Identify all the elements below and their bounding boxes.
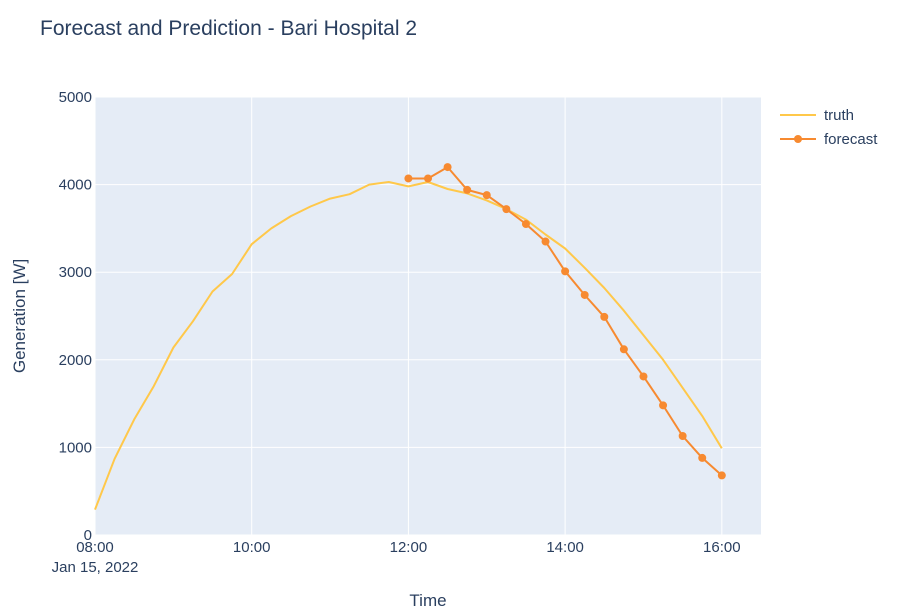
x-axis-date-label: Jan 15, 2022 <box>52 559 139 576</box>
data-point-forecast[interactable] <box>698 453 707 462</box>
data-point-forecast[interactable] <box>678 432 687 441</box>
legend-item-forecast[interactable]: forecast <box>780 131 878 148</box>
y-tick-label: 2000 <box>59 352 92 369</box>
data-point-forecast[interactable] <box>639 372 648 381</box>
data-point-forecast[interactable] <box>463 185 472 194</box>
x-tick-label: 14:00 <box>546 539 584 556</box>
data-point-forecast[interactable] <box>561 267 570 276</box>
y-tick-label: 0 <box>84 527 92 544</box>
data-point-forecast[interactable] <box>659 401 668 410</box>
y-tick-label: 3000 <box>59 264 92 281</box>
legend-forecast-marker <box>794 135 802 143</box>
legend-item-truth[interactable]: truth <box>780 107 854 124</box>
data-point-forecast[interactable] <box>619 345 628 354</box>
y-axis-title: Generation [W] <box>10 259 29 373</box>
series-line-truth <box>94 181 723 510</box>
data-point-forecast[interactable] <box>541 237 550 246</box>
data-point-forecast[interactable] <box>717 471 726 480</box>
data-point-forecast[interactable] <box>521 220 530 229</box>
data-point-forecast[interactable] <box>424 174 432 183</box>
x-tick-label: 12:00 <box>390 539 428 556</box>
data-point-forecast[interactable] <box>404 174 413 183</box>
legend-truth-label: truth <box>824 107 854 124</box>
grid <box>94 96 761 536</box>
data-point-forecast[interactable] <box>600 312 609 321</box>
data-point-forecast[interactable] <box>443 163 452 172</box>
legend-forecast-label: forecast <box>824 131 878 148</box>
y-tick-label: 1000 <box>59 439 92 456</box>
series-group <box>94 163 726 510</box>
x-axis-title: Time <box>409 591 446 610</box>
chart-title: Forecast and Prediction - Bari Hospital … <box>40 17 417 40</box>
x-tick-label: 08:00 <box>76 539 114 556</box>
y-tick-label: 4000 <box>59 177 92 194</box>
legend[interactable]: truth forecast <box>780 107 878 148</box>
data-point-forecast[interactable] <box>580 290 589 299</box>
y-tick-label: 5000 <box>59 89 92 106</box>
data-point-forecast[interactable] <box>482 191 491 200</box>
x-tick-label: 10:00 <box>233 539 271 556</box>
ticks: 08:00 10:00 12:00 14:00 16:00 0 1000 2000 3000 40… <box>59 89 741 556</box>
plot-background <box>95 97 761 535</box>
x-tick-label: 16:00 <box>703 539 741 556</box>
data-point-forecast[interactable] <box>502 205 511 214</box>
